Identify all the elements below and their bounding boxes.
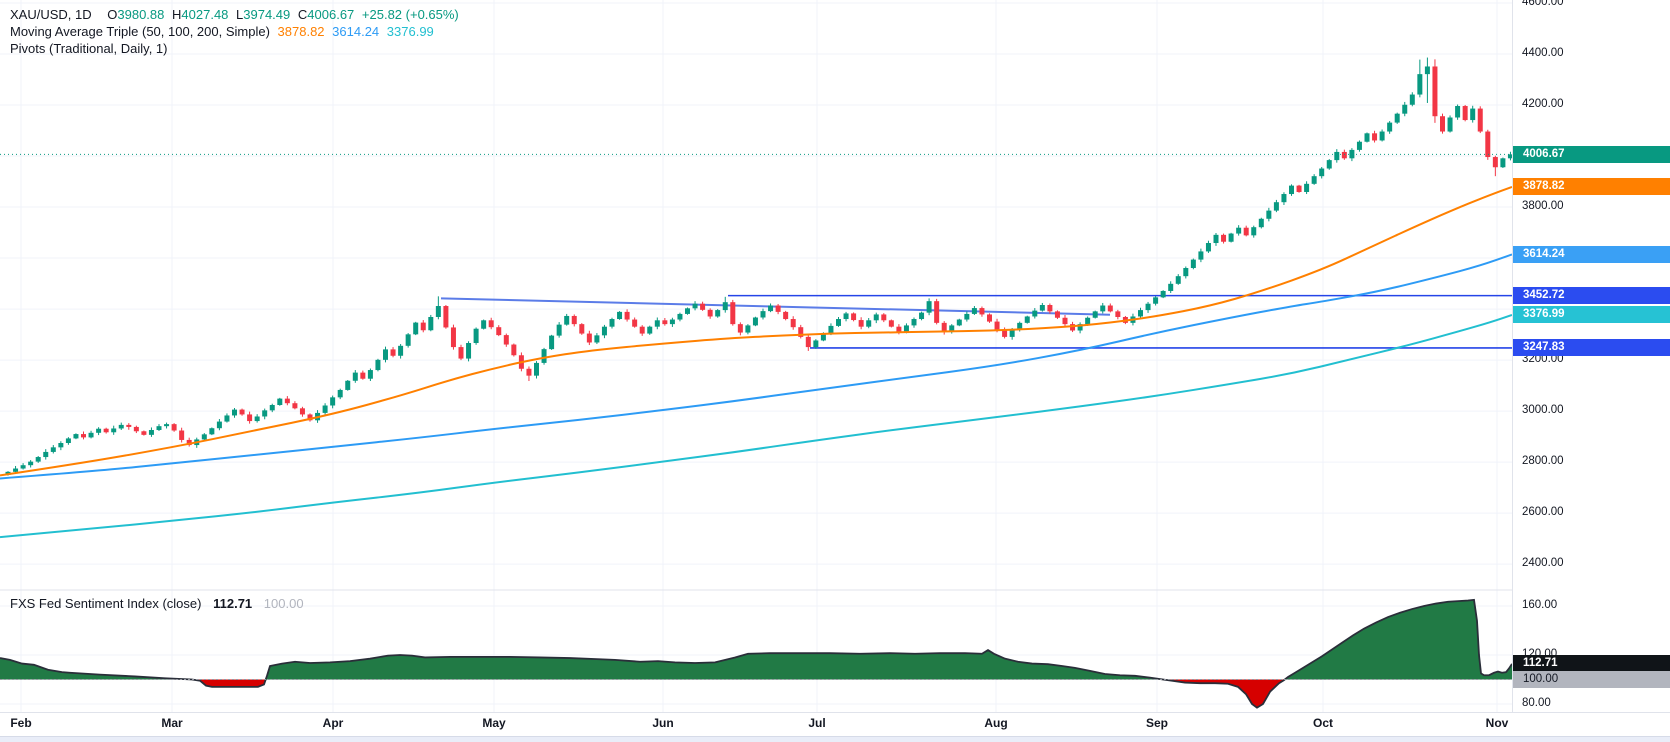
price-axis-badge-ma200: 3376.99 <box>1513 306 1670 324</box>
time-axis-label-sep[interactable]: Sep <box>1145 716 1169 730</box>
ma50-value: 3878.82 <box>277 24 325 39</box>
high-prefix: H <box>172 7 182 22</box>
time-axis-label-nov[interactable]: Nov <box>1485 716 1509 730</box>
indicator-legend-row[interactable]: FXS Fed Sentiment Index (close) 112.71 1… <box>10 596 304 611</box>
indicator-tick-label: 80.00 <box>1522 697 1551 709</box>
price-tick-label: 2400.00 <box>1522 557 1564 570</box>
indicator-value: 112.71 <box>213 596 253 611</box>
descending-trendline[interactable] <box>440 297 1111 316</box>
close-prefix: C <box>297 7 308 22</box>
price-tick-label: 4200.00 <box>1522 98 1564 110</box>
indicator-title: FXS Fed Sentiment Index (close) <box>10 596 202 611</box>
time-axis-label-aug[interactable]: Aug <box>984 716 1008 730</box>
price-tick-label: 3000.00 <box>1522 404 1564 417</box>
sentiment-line[interactable] <box>0 598 1513 709</box>
close-value: 4006.67 <box>307 7 355 22</box>
ma-title: Moving Average Triple (50, 100, 200, Sim… <box>10 24 270 39</box>
ma100-value: 3614.24 <box>332 24 380 39</box>
time-axis-label-oct[interactable]: Oct <box>1312 716 1334 730</box>
price-tick-label: 2600.00 <box>1522 506 1564 519</box>
symbol-legend-row[interactable]: XAU/USD, 1D O3980.88 H4027.48 L3974.49 C… <box>10 6 463 23</box>
pivots-title: Pivots (Traditional, Daily, 1) <box>10 41 168 56</box>
bottom-strip <box>0 736 1670 742</box>
price-axis-badge-last: 4006.67 <box>1513 145 1670 163</box>
indicator-axis-badge: 100.00 <box>1513 671 1670 688</box>
indicator-tick-label: 160.00 <box>1522 599 1558 611</box>
time-axis[interactable] <box>0 712 1670 737</box>
price-axis-badge-ma50: 3878.82 <box>1513 178 1670 196</box>
price-tick-label: 4400.00 <box>1522 46 1564 59</box>
sma100-line[interactable] <box>0 253 1512 480</box>
change-value: +25.82 (+0.65%) <box>361 7 459 22</box>
price-tick-label: 4600.00 <box>1522 0 1564 8</box>
time-axis-label-jul[interactable]: Jul <box>808 716 826 730</box>
sentiment-area-positive <box>0 599 1512 680</box>
symbol-title: XAU/USD, 1D <box>10 7 92 22</box>
time-axis-label-mar[interactable]: Mar <box>161 716 183 730</box>
price-axis-badge-pivot: 3452.72 <box>1513 287 1670 305</box>
price-tick-label: 3800.00 <box>1522 200 1564 213</box>
open-value: 3980.88 <box>117 7 165 22</box>
indicator-base-value: 100.00 <box>263 596 304 611</box>
price-tick-label: 2800.00 <box>1522 455 1564 468</box>
price-axis-badge-pivot: 3247.83 <box>1513 339 1670 357</box>
ma200-value: 3376.99 <box>386 24 434 39</box>
sma50-line[interactable] <box>0 185 1512 477</box>
low-prefix: L <box>236 7 244 22</box>
time-axis-label-may[interactable]: May <box>482 716 506 730</box>
open-prefix: O <box>107 7 118 22</box>
low-value: 3974.49 <box>243 7 291 22</box>
high-value: 4027.48 <box>181 7 229 22</box>
time-axis-label-feb[interactable]: Feb <box>10 716 32 730</box>
sma200-line[interactable] <box>0 313 1512 539</box>
pivots-legend-row[interactable]: Pivots (Traditional, Daily, 1) <box>10 40 172 57</box>
time-axis-label-apr[interactable]: Apr <box>322 716 344 730</box>
time-axis-label-jun[interactable]: Jun <box>652 716 674 730</box>
indicator-axis-badge: 112.71 <box>1513 655 1670 673</box>
price-axis-badge-ma100: 3614.24 <box>1513 245 1670 263</box>
ma-legend-row[interactable]: Moving Average Triple (50, 100, 200, Sim… <box>10 23 438 40</box>
candlestick-series <box>5 57 1512 476</box>
